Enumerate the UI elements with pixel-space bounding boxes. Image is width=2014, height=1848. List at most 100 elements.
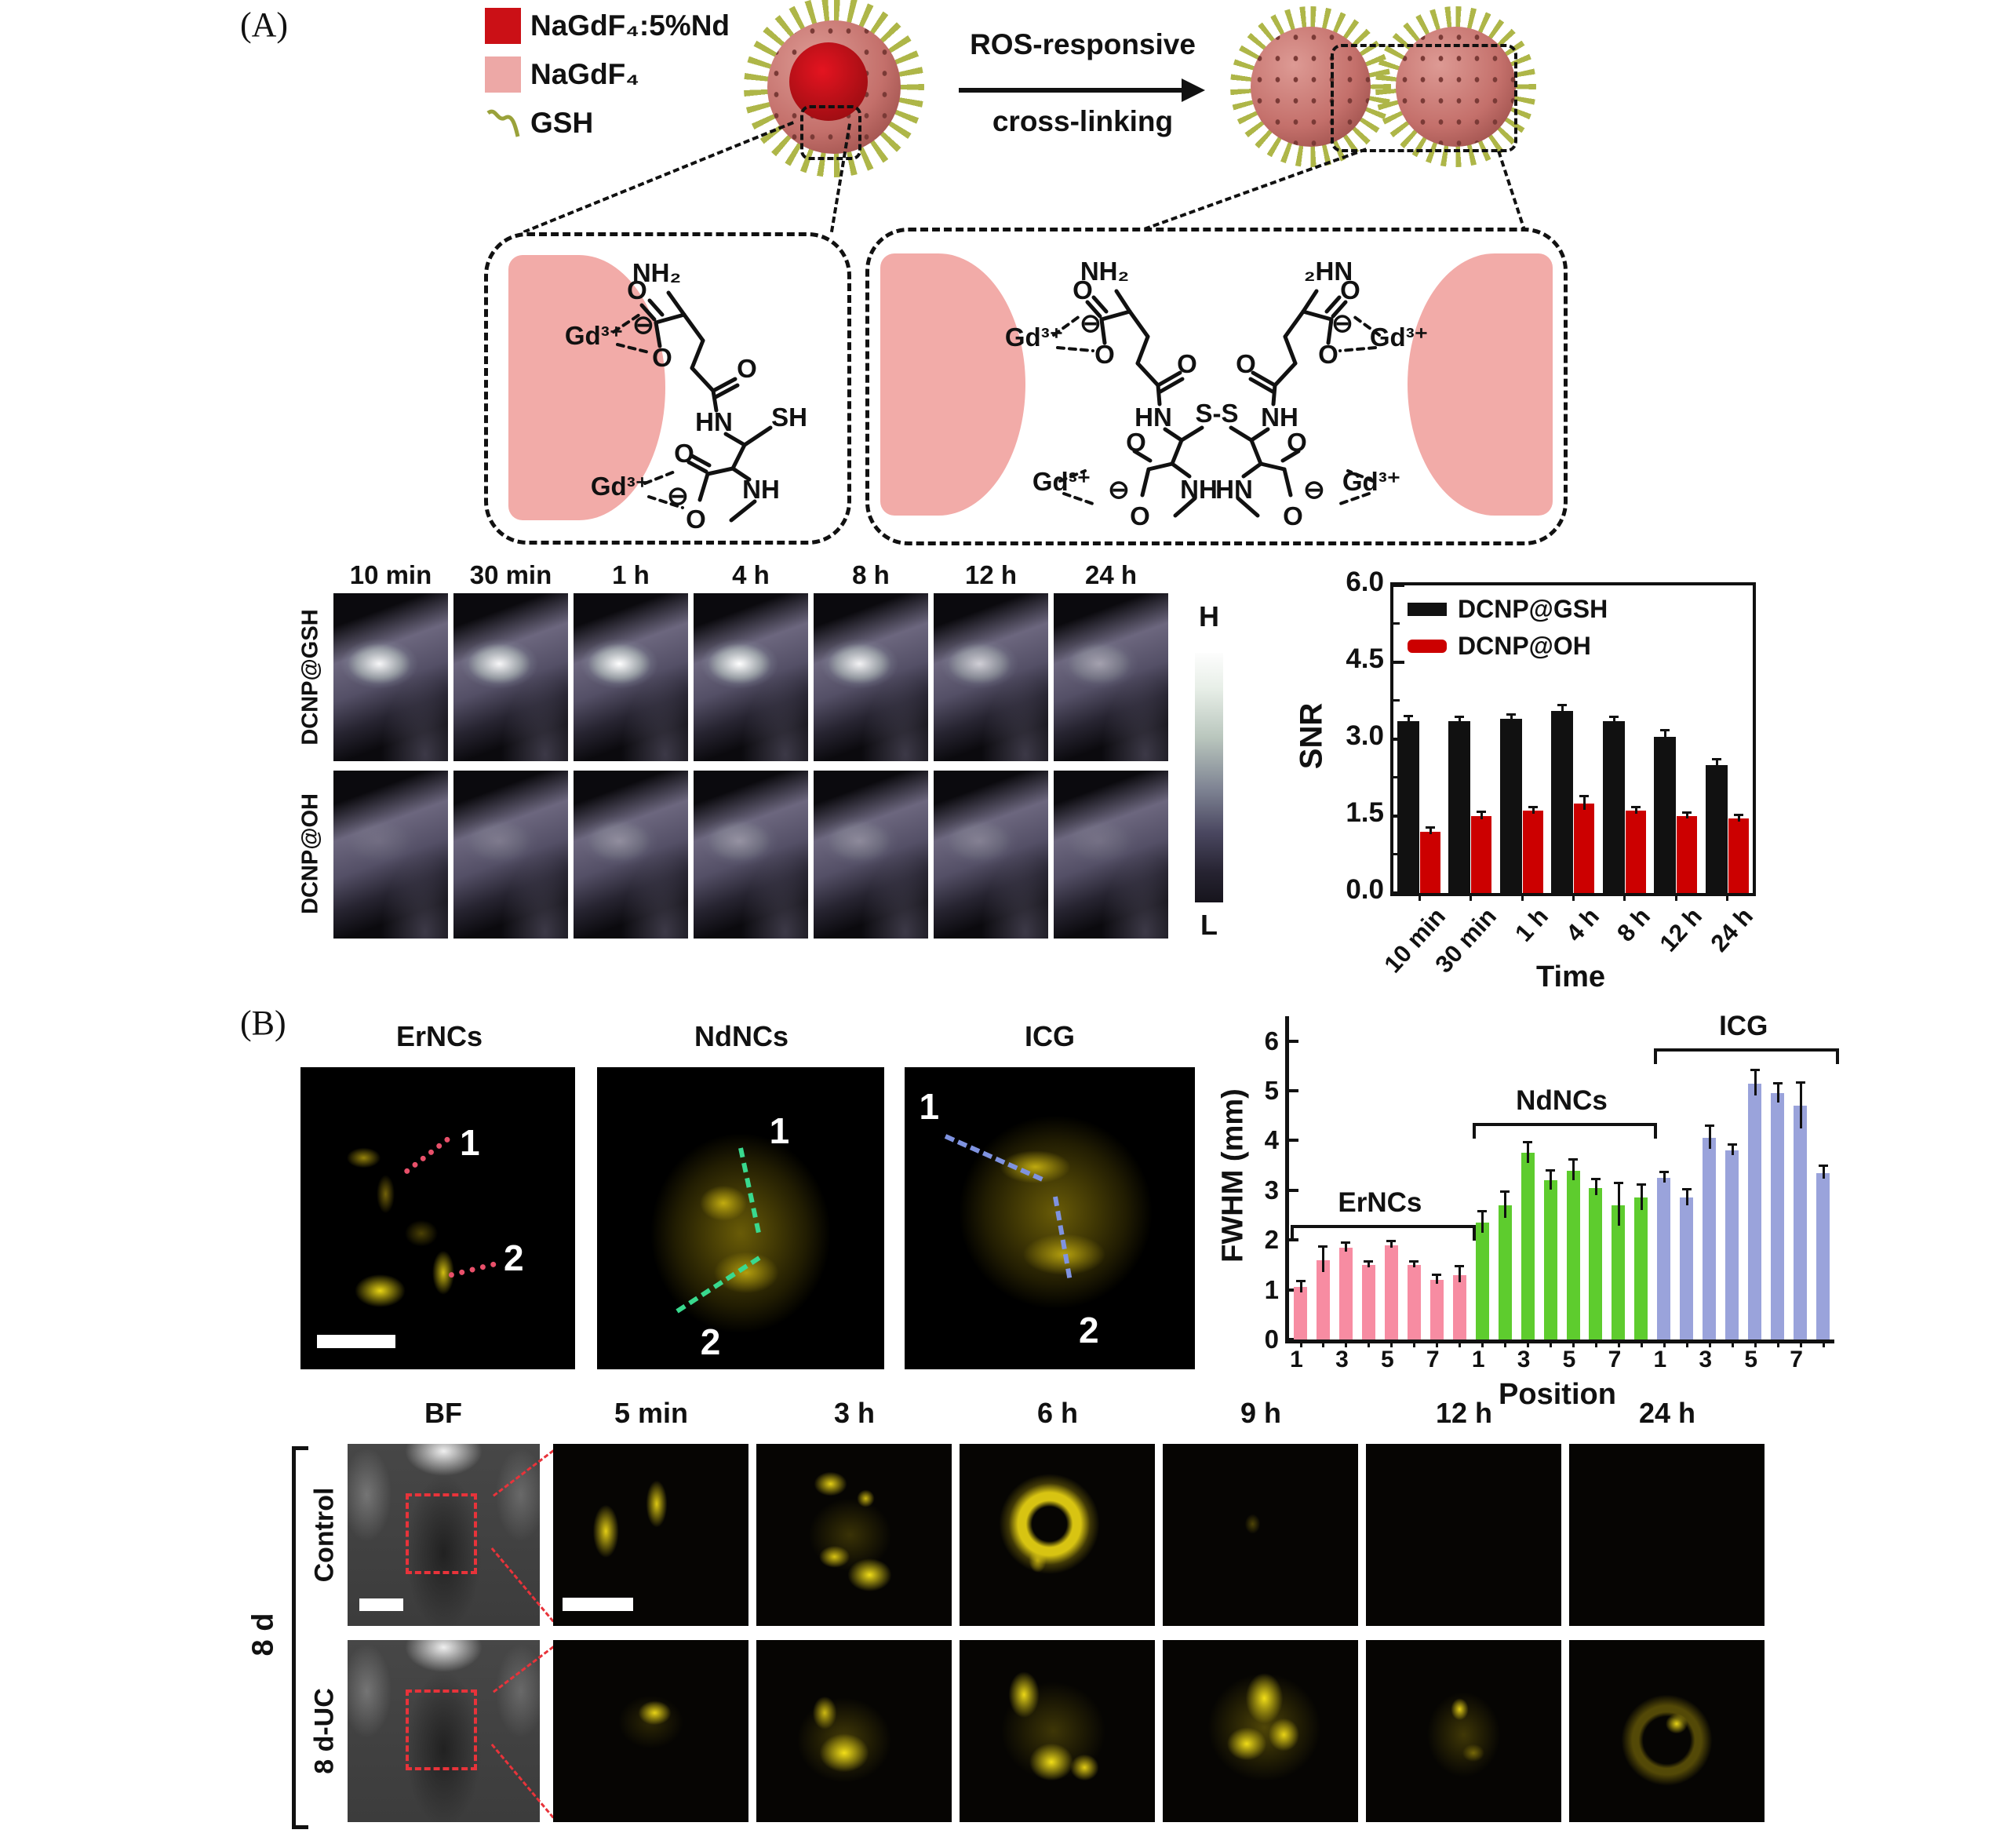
x-tick-mark	[1299, 1340, 1302, 1347]
chem-label-o: O	[1236, 349, 1256, 378]
error-bar	[1390, 1242, 1393, 1248]
error-bar	[1617, 1184, 1620, 1227]
error-bar	[1408, 716, 1410, 726]
error-bar	[1510, 715, 1513, 722]
legend-item-shell: NaGdF₄	[485, 56, 730, 93]
row-label-control: Control	[309, 1487, 340, 1583]
x-tick-label: 3	[1699, 1347, 1713, 1372]
time-header: 8 h	[852, 560, 890, 589]
fwhm-bar-chart: ErNCs NdNCs ICG	[1285, 1011, 1840, 1347]
error-bar-cap	[1795, 1081, 1805, 1084]
panel-a-label: (A)	[240, 5, 289, 44]
crosslinked-structure-drawing: NH₂ ₂HN O O ⊖ ⊖ O O Gd³⁺ Gd³⁺ O O HN NH …	[1005, 257, 1428, 530]
x-tick-mark	[1390, 1340, 1393, 1347]
x-tick-label: 7	[1790, 1347, 1803, 1372]
nanoparticle-surface-blob	[1408, 253, 1553, 516]
snr-bar	[1522, 811, 1543, 893]
snr-bar	[1728, 818, 1749, 893]
y-tick-label: 1.5	[1346, 797, 1384, 828]
error-bar	[1459, 718, 1462, 725]
time-header: 4 h	[732, 560, 770, 589]
mouse-limb-image	[1054, 593, 1168, 761]
mouse-limb-image	[574, 771, 688, 939]
x-tick-mark	[1799, 1340, 1802, 1347]
legend-item-gsh: GSH	[485, 105, 730, 141]
error-bar-cap	[1727, 1143, 1737, 1146]
zoom-region-box	[800, 105, 861, 160]
y-tick-label: 5	[1264, 1076, 1279, 1106]
fwhm-bar	[1429, 1279, 1444, 1340]
mouse-limb-image	[934, 771, 1048, 939]
chem-label-minus: ⊖	[1331, 308, 1353, 337]
gsh-structure-drawing: NH₂ O ⊖ O Gd³⁺ O HN SH O ⊖ O Gd³⁺ NH	[565, 258, 807, 534]
error-bar-cap	[1579, 794, 1590, 797]
chem-label-minus: ⊖	[667, 481, 689, 510]
chem-label-o: O	[1340, 275, 1360, 304]
gsh-surface-structure-box: NH₂ O ⊖ O Gd³⁺ O HN SH O ⊖ O Gd³⁺ NH	[484, 232, 851, 545]
x-tick-mark	[1521, 893, 1524, 901]
fwhm-bar	[1294, 1287, 1307, 1340]
x-tick-mark	[1550, 1340, 1553, 1347]
error-bar	[1345, 1243, 1348, 1252]
colorbar-low-label: L	[1200, 909, 1218, 941]
arrow-top-label: ROS-responsive	[970, 28, 1196, 60]
snr-bar	[1420, 831, 1440, 893]
shell-color-swatch	[485, 56, 521, 93]
chem-label-sh: SH	[771, 403, 807, 432]
error-bar	[1664, 731, 1667, 742]
mouse-limb-image	[1054, 771, 1168, 939]
fwhm-bar	[1657, 1178, 1671, 1340]
error-bar-cap	[1818, 1165, 1828, 1168]
x-tick-label: 5	[1562, 1347, 1576, 1372]
mouse-limb-image	[814, 593, 928, 761]
snr-x-axis-label: Time	[1535, 960, 1605, 993]
chem-label-o: O	[1073, 275, 1093, 304]
core-color-swatch	[485, 8, 521, 44]
x-tick-label: 1	[1290, 1347, 1303, 1372]
error-bar	[1572, 1160, 1575, 1181]
snr-bar	[1551, 711, 1574, 893]
error-bar	[1776, 1084, 1779, 1103]
error-bar-cap	[1636, 1183, 1646, 1186]
x-tick-label: 7	[1426, 1347, 1440, 1372]
error-bar-cap	[1432, 1273, 1442, 1276]
row-label-8d-uc: 8 d-UC	[309, 1688, 340, 1774]
error-bar	[1594, 1180, 1597, 1196]
fluorescence-image	[553, 1640, 748, 1822]
legend-item: DCNP@GSH	[1408, 595, 1608, 624]
fluorescence-image	[960, 1640, 1155, 1822]
error-bar-cap	[1500, 1190, 1510, 1194]
dimer-nanoparticle-illustration	[1230, 0, 1544, 183]
time-header: 12 h	[964, 560, 1018, 589]
position-marker: 1	[919, 1086, 940, 1128]
snr-legend: DCNP@GSH DCNP@OH	[1408, 595, 1608, 669]
x-tick-label: 3	[1517, 1347, 1531, 1372]
scale-bar	[563, 1598, 634, 1612]
y-tick-label: 0.0	[1346, 874, 1384, 905]
mouse-limb-image	[934, 593, 1048, 761]
scale-bar	[317, 1335, 395, 1349]
fluorescence-image	[553, 1444, 748, 1626]
error-bar	[1685, 1190, 1688, 1205]
chem-label-nh: NH	[1180, 475, 1218, 504]
x-tick-mark	[1345, 1340, 1348, 1347]
chem-label-minus: ⊖	[1080, 308, 1102, 337]
x-tick-label: 7	[1608, 1347, 1622, 1372]
mouse-limb-image	[814, 771, 928, 939]
group-bracket	[1291, 1225, 1476, 1241]
mouse-limb-image	[574, 593, 688, 761]
error-bar-cap	[1772, 1081, 1783, 1084]
crosslinked-structure-box: NH₂ ₂HN O O ⊖ ⊖ O O Gd³⁺ Gd³⁺ O O HN NH …	[865, 228, 1568, 545]
mouse-limb-image	[333, 593, 448, 761]
chem-label-gd: Gd³⁺	[1370, 323, 1428, 352]
x-tick-mark	[1436, 1340, 1439, 1347]
error-bar	[1531, 807, 1535, 815]
chem-label-o: O	[1130, 501, 1150, 530]
x-tick-mark	[1572, 1340, 1575, 1347]
brightfield-mouse-image	[348, 1444, 540, 1626]
y-minor-tick	[1393, 622, 1400, 625]
x-tick-label: 1	[1471, 1347, 1485, 1372]
fwhm-bar	[1816, 1172, 1830, 1340]
error-bar-cap	[1295, 1280, 1306, 1283]
col-header: 24 h	[1638, 1397, 1696, 1429]
